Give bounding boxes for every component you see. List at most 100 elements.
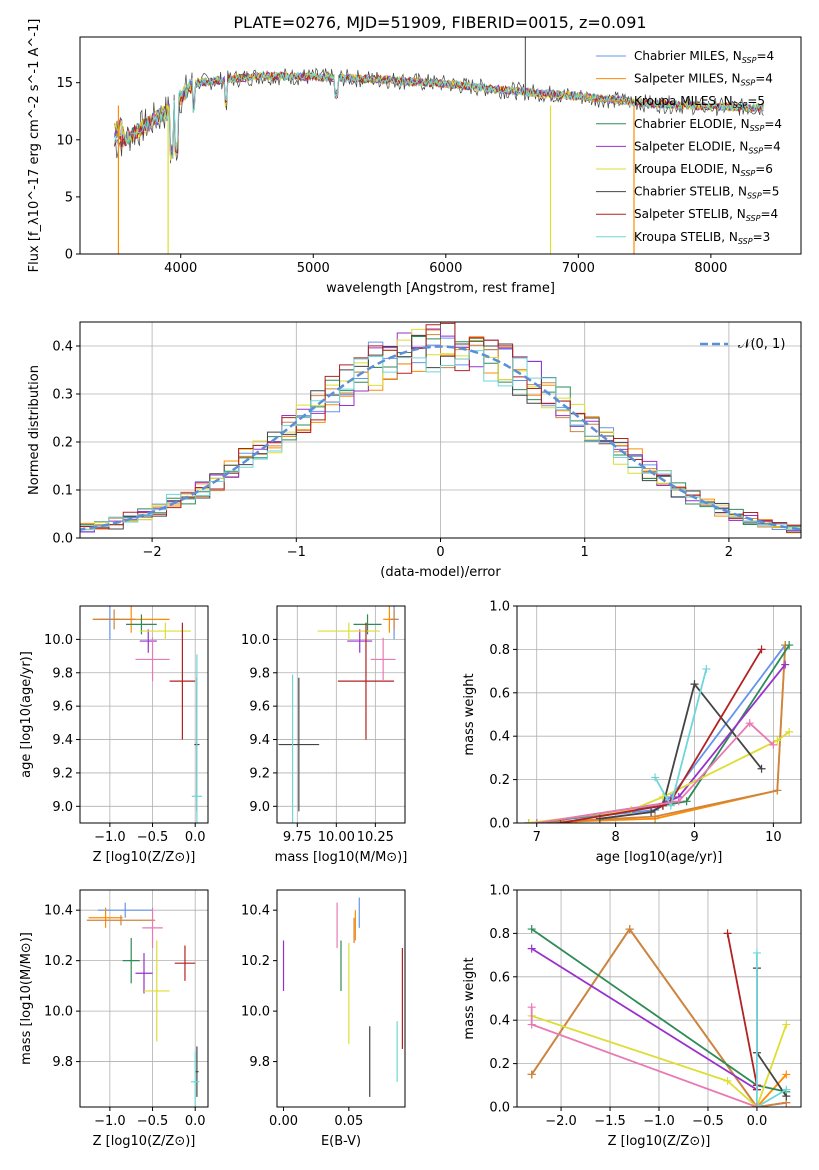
y-tick-label: 9.4 <box>52 733 73 748</box>
y-tick-label: 9.8 <box>249 1055 270 1070</box>
x-tick-label: 2 <box>725 545 733 560</box>
mass-weight-marker <box>690 680 699 689</box>
plot-area <box>86 902 200 1107</box>
y-tick-label: 10 <box>56 133 73 148</box>
legend-label: Kroupa ELODIE, NSSP=6 <box>634 162 773 178</box>
x-tick-label: −1.5 <box>594 1114 626 1129</box>
x-axis-label: mass [log10(M/M⊙)] <box>275 850 408 865</box>
y-axis-label: Normed distribution <box>27 365 42 495</box>
y-tick-label: 9.0 <box>249 800 270 815</box>
y-tick-label: 0.0 <box>489 817 510 832</box>
x-axis-label: (data-model)/error <box>380 565 501 580</box>
x-tick-label: 0.0 <box>747 1114 768 1129</box>
mass-weight-marker <box>651 812 660 821</box>
y-tick-label: 15 <box>56 76 73 91</box>
x-axis-label: Z [log10(Z/Z⊙)] <box>93 850 196 865</box>
y-tick-label: 9.8 <box>52 1055 73 1070</box>
y-tick-label: 0.2 <box>489 773 510 788</box>
mass-weight-marker <box>782 1070 791 1079</box>
y-tick-label: 0 <box>65 248 73 263</box>
y-tick-label: 5 <box>65 190 73 205</box>
mass-weight-marker <box>723 1076 732 1085</box>
mass-weight-marker <box>745 719 754 728</box>
x-tick-label: −1 <box>287 545 306 560</box>
plot-area <box>282 897 403 1097</box>
mass-weight-marker <box>785 641 794 650</box>
residuals-panel: 𝒩(0, 1) −2 −1 0 1 2 0.0 0.1 0.2 0.3 0.4 (data-model… <box>27 321 802 580</box>
x-tick-label: 0.05 <box>334 1114 363 1129</box>
x-tick-label: −1.0 <box>94 1114 126 1129</box>
plot-area <box>80 322 801 538</box>
mass-weight-line <box>536 664 786 823</box>
mass-weight-marker <box>752 1103 761 1107</box>
y-tick-label: 10.0 <box>44 633 73 648</box>
axes-frame <box>79 605 209 824</box>
y-tick-label: 10.2 <box>44 954 73 969</box>
mass-weight-vs-age-panel: 7 8 9 10 0.0 0.2 0.4 0.6 0.8 1.0 age [log10(age/yr… <box>462 600 802 865</box>
mass-weight-line <box>536 721 775 823</box>
plot-area <box>278 606 399 823</box>
x-tick-label: −0.5 <box>692 1114 724 1129</box>
y-axis-label: age [log10(age/yr)] <box>19 651 34 778</box>
x-tick-label: 7 <box>533 830 541 845</box>
x-tick-label: 7000 <box>562 261 595 276</box>
y-tick-label: 0.0 <box>489 1101 510 1116</box>
y-tick-label: 0.6 <box>489 970 510 985</box>
x-axis-label: Z [log10(Z/Z⊙)] <box>608 1134 711 1149</box>
axes-frame <box>276 605 406 824</box>
y-tick-label: 9.2 <box>52 766 73 781</box>
axes-frame <box>276 889 406 1108</box>
y-axis-label: mass weight <box>462 673 477 755</box>
mass-weight-marker <box>781 660 790 669</box>
x-tick-label: −1.0 <box>643 1114 675 1129</box>
mass-weight-marker <box>527 944 536 953</box>
y-tick-label: 0.8 <box>489 643 510 658</box>
x-axis-label: wavelength [Angstrom, rest frame] <box>326 281 555 296</box>
mass-weight-marker <box>527 925 536 934</box>
y-tick-label: 9.6 <box>52 700 73 715</box>
mass-weight-marker <box>782 1085 791 1094</box>
legend-label: Chabrier MILES, NSSP=4 <box>634 49 774 65</box>
legend-label: Chabrier STELIB, NSSP=5 <box>634 185 779 201</box>
y-tick-label: 0.4 <box>52 340 73 355</box>
y-tick-label: 0.2 <box>52 436 73 451</box>
mass-weight-marker <box>527 1003 536 1012</box>
y-tick-label: 1.0 <box>489 600 510 615</box>
y-tick-label: 9.8 <box>52 666 73 681</box>
legend-label: 𝒩(0, 1) <box>738 337 785 352</box>
spectrum-legend: Chabrier MILES, NSSP=4 Salpeter MILES, NS… <box>596 49 782 246</box>
legend-label: Salpeter MILES, NSSP=4 <box>634 72 773 88</box>
mass-weight-line <box>530 1007 758 1107</box>
x-tick-label: 0.0 <box>185 1114 206 1129</box>
y-axis-label: mass weight <box>462 957 477 1039</box>
mass-weight-marker <box>769 740 778 749</box>
mass-weight-marker <box>752 948 761 957</box>
age-vs-mass-panel: 9.75 10.00 10.25 9.0 9.2 9.4 9.6 9.8 10.0 mass [l… <box>241 605 408 865</box>
x-tick-label: 8 <box>611 830 619 845</box>
mass-weight-marker <box>532 819 541 823</box>
x-tick-label: −0.5 <box>137 830 169 845</box>
x-tick-label: −2.0 <box>545 1114 577 1129</box>
x-tick-label: −1.0 <box>94 830 126 845</box>
mass-weight-line <box>756 952 787 1107</box>
y-tick-label: 9.4 <box>249 733 270 748</box>
x-tick-label: 0 <box>436 545 444 560</box>
x-axis-label: E(B-V) <box>321 1134 361 1149</box>
plot-area <box>114 37 764 254</box>
x-tick-label: 1 <box>581 545 589 560</box>
x-tick-label: 8000 <box>694 261 727 276</box>
mass-vs-metallicity-panel: −1.0 −0.5 0.0 9.8 10.0 10.2 10.4 Z [log10(Z/Z⊙)… <box>19 889 209 1149</box>
mass-weight-marker <box>625 925 634 934</box>
mass-weight-marker <box>757 645 766 654</box>
x-tick-label: 6000 <box>429 261 462 276</box>
plot-area <box>527 925 791 1107</box>
y-tick-label: 0.0 <box>52 532 73 547</box>
y-tick-label: 10.0 <box>44 1005 73 1020</box>
legend-label: Chabrier ELODIE, NSSP=4 <box>634 117 782 133</box>
y-tick-label: 1.0 <box>489 884 510 899</box>
x-tick-label: −2 <box>143 545 162 560</box>
plot-area <box>524 641 794 823</box>
y-tick-label: 9.0 <box>52 800 73 815</box>
y-tick-label: 0.1 <box>52 484 73 499</box>
